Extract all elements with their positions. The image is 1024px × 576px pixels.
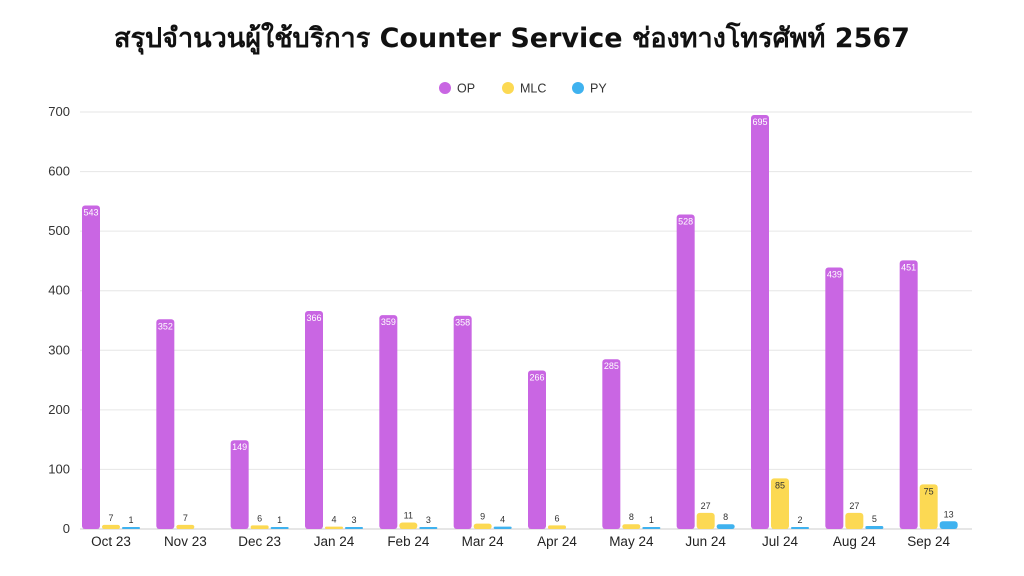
bar-op: [602, 359, 621, 529]
bar-py: [270, 527, 289, 529]
bar-mlc: [399, 522, 418, 529]
data-label: 4: [331, 515, 336, 525]
bar-py: [642, 527, 661, 529]
bar-mlc: [176, 524, 195, 529]
x-tick-label: Apr 24: [537, 534, 577, 549]
data-label: 266: [529, 373, 544, 383]
y-tick-label: 100: [48, 461, 70, 476]
chart-title: สรุปจำนวนผู้ใช้บริการ Counter Service ช่…: [114, 23, 910, 54]
data-label: 7: [108, 513, 113, 523]
x-tick-label: Oct 23: [91, 534, 131, 549]
bar-op: [528, 370, 546, 529]
data-label: 149: [232, 442, 247, 452]
bar-op: [156, 319, 175, 529]
data-label: 75: [924, 486, 934, 496]
x-tick-label: Sep 24: [907, 534, 950, 549]
data-label: 366: [306, 313, 321, 323]
data-label: 9: [480, 512, 485, 522]
data-label: 3: [351, 515, 356, 525]
legend-marker-py: [572, 82, 584, 94]
bar-py: [493, 526, 512, 529]
data-label: 85: [775, 480, 785, 490]
data-label: 695: [752, 117, 767, 127]
bar-mlc: [696, 512, 715, 529]
data-label: 358: [455, 318, 470, 328]
x-tick-label: Jun 24: [685, 534, 726, 549]
data-label: 2: [797, 515, 802, 525]
legend-marker-mlc: [502, 82, 514, 94]
bar-op: [751, 114, 769, 529]
bar-op: [453, 315, 472, 529]
legend-label-op: OP: [457, 82, 475, 96]
bar-py: [716, 524, 735, 529]
data-label: 285: [604, 361, 619, 371]
bar-mlc: [102, 524, 120, 529]
data-label: 352: [158, 321, 173, 331]
data-label: 8: [629, 512, 634, 522]
data-label: 1: [128, 515, 133, 525]
y-tick-label: 500: [48, 223, 70, 238]
bar-py: [345, 527, 363, 529]
x-tick-label: Nov 23: [164, 534, 207, 549]
data-label: 27: [849, 501, 859, 511]
bar-mlc: [250, 525, 269, 529]
bar-op: [379, 315, 398, 529]
y-tick-label: 300: [48, 342, 70, 357]
bar-mlc: [919, 484, 938, 529]
bar-py: [419, 527, 438, 529]
y-tick-label: 700: [48, 104, 70, 119]
bar-py: [865, 526, 884, 529]
x-tick-label: Aug 24: [833, 534, 876, 549]
data-label: 8: [723, 512, 728, 522]
legend-label-py: PY: [590, 82, 607, 96]
bar-op: [676, 214, 695, 529]
bar-mlc: [473, 523, 492, 529]
data-label: 3: [426, 515, 431, 525]
bar-op: [825, 267, 844, 529]
bar-mlc: [845, 512, 864, 529]
bar-op: [305, 310, 323, 529]
data-label: 543: [83, 208, 98, 218]
data-label: 528: [678, 216, 693, 226]
x-tick-label: Dec 23: [238, 534, 281, 549]
x-tick-label: Mar 24: [462, 534, 505, 549]
x-tick-label: Jul 24: [762, 534, 799, 549]
data-label: 11: [404, 510, 413, 520]
data-label: 1: [649, 515, 654, 525]
bar-mlc: [548, 525, 566, 529]
data-label: 6: [554, 513, 559, 523]
bar-mlc: [622, 524, 641, 529]
legend-label-mlc: MLC: [520, 82, 546, 96]
bar-op: [230, 440, 249, 529]
y-tick-label: 200: [48, 402, 70, 417]
bar-op: [899, 260, 918, 529]
y-tick-label: 0: [63, 521, 70, 536]
data-label: 359: [381, 317, 396, 327]
bar-mlc: [325, 526, 343, 529]
data-label: 439: [827, 269, 842, 279]
bar-py: [791, 527, 809, 529]
y-tick-label: 600: [48, 164, 70, 179]
data-label: 1: [277, 515, 282, 525]
data-label: 13: [944, 509, 954, 519]
y-tick-label: 400: [48, 283, 70, 298]
bar-op: [82, 205, 100, 529]
data-label: 7: [183, 513, 188, 523]
data-label: 6: [257, 513, 262, 523]
data-label: 27: [701, 501, 711, 511]
data-label: 5: [872, 514, 877, 524]
data-label: 451: [901, 262, 916, 272]
bar-py: [939, 521, 958, 529]
bar-mlc: [771, 478, 789, 529]
data-label: 4: [500, 515, 505, 525]
legend-marker-op: [439, 82, 451, 94]
bar-py: [122, 527, 140, 529]
x-tick-label: Jan 24: [314, 534, 355, 549]
x-tick-label: May 24: [609, 534, 654, 549]
x-tick-label: Feb 24: [387, 534, 430, 549]
